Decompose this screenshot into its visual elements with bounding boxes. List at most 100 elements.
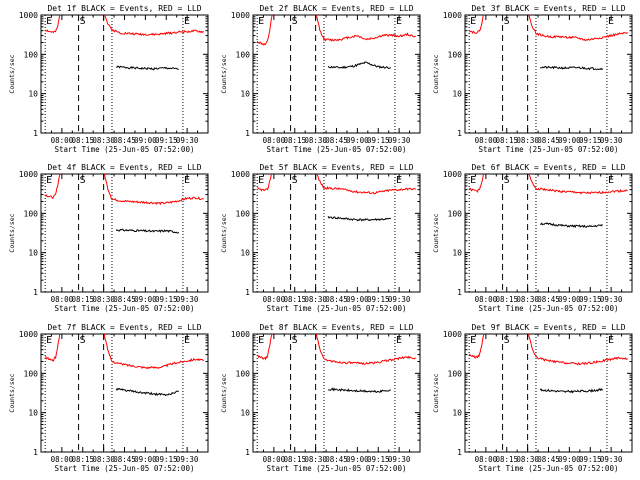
marker-label: E [396,16,402,27]
x-axis-label: Start Time (25-Jun-05 07:52:00) [479,464,619,473]
x-axis-label: Start Time (25-Jun-05 07:52:00) [55,145,195,154]
x-tick-label: 08:00 [263,295,286,304]
x-tick-label: 09:30 [388,295,411,304]
y-tick-label: 1000 [19,330,38,339]
x-tick-label: 09:15 [367,295,390,304]
x-axis-label: Start Time (25-Jun-05 07:52:00) [479,304,619,313]
panel-5: Det 5f BLACK = Events, RED = LLD 1 10 100 10… [220,163,421,313]
x-tick-label: 08:45 [113,136,136,145]
marker-label: E [608,175,614,186]
y-tick-label: 10 [240,409,250,418]
x-tick-label: 08:30 [92,295,115,304]
panel-title: Det 6f BLACK = Events, RED = LLD [471,163,625,172]
marker-label: S [292,175,298,186]
x-tick-label: 08:15 [71,295,94,304]
panel-title: Det 8f BLACK = Events, RED = LLD [259,323,413,332]
y-axis-label: Counts/sec [432,373,440,412]
x-tick-label: 08:45 [537,295,560,304]
y-tick-label: 1 [33,288,38,297]
x-tick-label: 08:00 [51,455,74,464]
panel-2: Det 2f BLACK = Events, RED = LLD 1 10 100 10… [220,4,421,154]
plot-frame [464,173,633,293]
y-tick-label: 10 [28,90,38,99]
marker-label: S [80,175,86,186]
marker-label: E [470,335,476,346]
marker-label: E [608,16,614,27]
x-tick-label: 09:30 [600,455,623,464]
series-lld-line [468,15,628,42]
x-tick-label: 09:30 [176,295,199,304]
plot-frame [252,173,421,293]
y-tick-label: 100 [448,50,463,59]
series-events-line [115,387,179,397]
x-tick-label: 08:00 [475,136,498,145]
y-axis-label: Counts/sec [220,373,228,412]
marker-label: S [80,16,86,27]
x-tick-label: 08:00 [51,136,74,145]
plot-frame [40,173,209,293]
x-tick-label: 09:00 [558,455,581,464]
panel-1: Det 1f BLACK = Events, RED = LLD 1 10 100 10… [8,4,209,154]
x-tick-label: 08:30 [516,136,539,145]
marker-label: E [258,335,264,346]
y-tick-label: 100 [24,369,39,378]
marker-label: E [396,335,402,346]
x-tick-label: 08:15 [495,136,518,145]
x-tick-label: 09:30 [600,136,623,145]
y-tick-label: 1000 [443,170,462,179]
x-tick-label: 09:15 [367,455,390,464]
x-axis-label: Start Time (25-Jun-05 07:52:00) [55,464,195,473]
y-tick-label: 10 [452,90,462,99]
y-tick-label: 100 [236,50,251,59]
x-tick-label: 09:00 [134,455,157,464]
x-tick-label: 08:45 [325,455,348,464]
marker-label: E [46,16,52,27]
x-tick-label: 08:15 [283,455,306,464]
series-events-line [539,387,604,394]
x-tick-label: 09:15 [367,136,390,145]
marker-label: S [80,335,86,346]
marker-label: S [504,335,510,346]
series-lld-line [256,334,416,366]
x-axis-label: Start Time (25-Jun-05 07:52:00) [55,304,195,313]
series-events-line [327,215,392,222]
x-tick-label: 08:15 [495,295,518,304]
x-tick-label: 09:00 [346,136,369,145]
x-tick-label: 09:30 [176,136,199,145]
marker-label: E [258,175,264,186]
y-tick-label: 1000 [231,11,250,20]
x-axis-label: Start Time (25-Jun-05 07:52:00) [267,145,407,154]
x-tick-label: 09:15 [155,455,178,464]
x-tick-label: 09:00 [346,455,369,464]
x-tick-label: 09:15 [155,136,178,145]
x-tick-label: 08:00 [51,295,74,304]
y-tick-label: 10 [240,249,250,258]
x-tick-label: 08:45 [113,295,136,304]
y-tick-label: 100 [24,50,39,59]
y-tick-label: 1 [245,288,250,297]
y-tick-label: 10 [452,409,462,418]
panel-3: Det 3f BLACK = Events, RED = LLD 1 10 100 10… [432,4,633,154]
panel-4: Det 4f BLACK = Events, RED = LLD 1 10 100 10… [8,163,209,313]
series-lld-line [256,15,417,46]
marker-label: E [184,175,190,186]
y-tick-label: 1000 [443,11,462,20]
x-tick-label: 09:30 [176,455,199,464]
x-tick-label: 08:30 [516,455,539,464]
marker-label: S [504,175,510,186]
x-tick-label: 08:30 [304,455,327,464]
y-axis-label: Counts/sec [8,54,16,93]
x-tick-label: 08:30 [92,136,115,145]
marker-label: E [258,16,264,27]
y-tick-label: 100 [24,209,39,218]
series-lld-line [257,174,416,195]
x-tick-label: 08:45 [325,136,348,145]
panel-title: Det 7f BLACK = Events, RED = LLD [47,323,201,332]
x-tick-label: 08:15 [71,455,94,464]
series-events-line [327,61,391,69]
panel-6: Det 6f BLACK = Events, RED = LLD 1 10 100 10… [432,163,633,313]
y-tick-label: 1 [33,129,38,138]
y-axis-label: Counts/sec [220,213,228,252]
y-tick-label: 10 [28,409,38,418]
